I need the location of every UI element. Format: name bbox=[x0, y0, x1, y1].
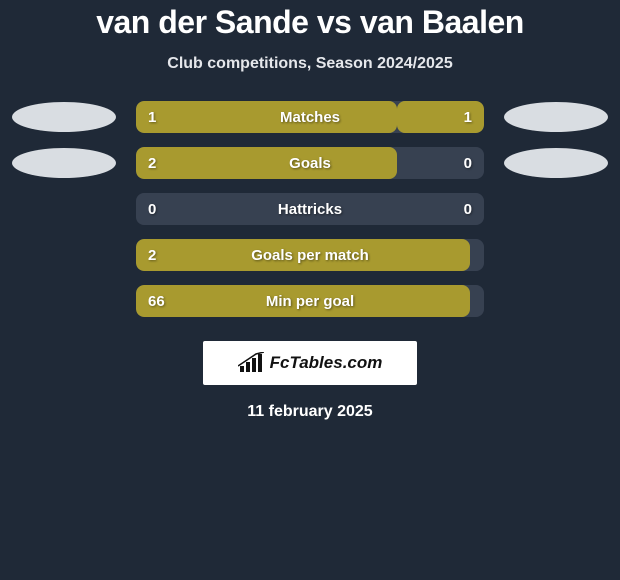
brand-logo-text: FcTables.com bbox=[270, 353, 383, 373]
player1-name: van der Sande bbox=[96, 4, 308, 40]
stat-bar: 00Hattricks bbox=[136, 193, 484, 225]
stat-row: 66Min per goal bbox=[0, 285, 620, 317]
stat-value-right: 0 bbox=[448, 201, 472, 218]
stat-bar-overlay: 00 bbox=[136, 193, 484, 225]
stat-value-right: 0 bbox=[448, 155, 472, 172]
stat-value-left: 2 bbox=[148, 155, 172, 172]
page-title: van der Sande vs van Baalen bbox=[96, 4, 524, 41]
stat-row: 20Goals bbox=[0, 147, 620, 179]
date-label: 11 february 2025 bbox=[247, 403, 372, 421]
stat-bar: 2Goals per match bbox=[136, 239, 484, 271]
stat-bar-overlay: 11 bbox=[136, 101, 484, 133]
comparison-card: van der Sande vs van Baalen Club competi… bbox=[0, 0, 620, 580]
stat-row: 2Goals per match bbox=[0, 239, 620, 271]
stat-row: 00Hattricks bbox=[0, 193, 620, 225]
player2-name: van Baalen bbox=[360, 4, 524, 40]
stat-value-right: 1 bbox=[448, 109, 472, 126]
player2-badge bbox=[504, 102, 608, 132]
stat-bar-overlay: 2 bbox=[136, 239, 484, 271]
brand-logo-box[interactable]: FcTables.com bbox=[203, 341, 417, 385]
stat-value-left: 1 bbox=[148, 109, 172, 126]
player2-badge bbox=[504, 148, 608, 178]
stat-value-left: 0 bbox=[148, 201, 172, 218]
bar-chart-icon bbox=[238, 352, 264, 374]
stat-bar-overlay: 20 bbox=[136, 147, 484, 179]
stat-bar: 20Goals bbox=[136, 147, 484, 179]
brand-logo: FcTables.com bbox=[238, 352, 383, 374]
subtitle: Club competitions, Season 2024/2025 bbox=[167, 55, 452, 73]
player1-badge bbox=[12, 148, 116, 178]
stat-bar: 66Min per goal bbox=[136, 285, 484, 317]
stat-value-left: 66 bbox=[148, 293, 172, 310]
stat-row: 11Matches bbox=[0, 101, 620, 133]
stat-rows: 11Matches20Goals00Hattricks2Goals per ma… bbox=[0, 101, 620, 331]
stat-bar-overlay: 66 bbox=[136, 285, 484, 317]
vs-separator: vs bbox=[317, 4, 352, 40]
player1-badge bbox=[12, 102, 116, 132]
stat-bar: 11Matches bbox=[136, 101, 484, 133]
stat-value-left: 2 bbox=[148, 247, 172, 264]
